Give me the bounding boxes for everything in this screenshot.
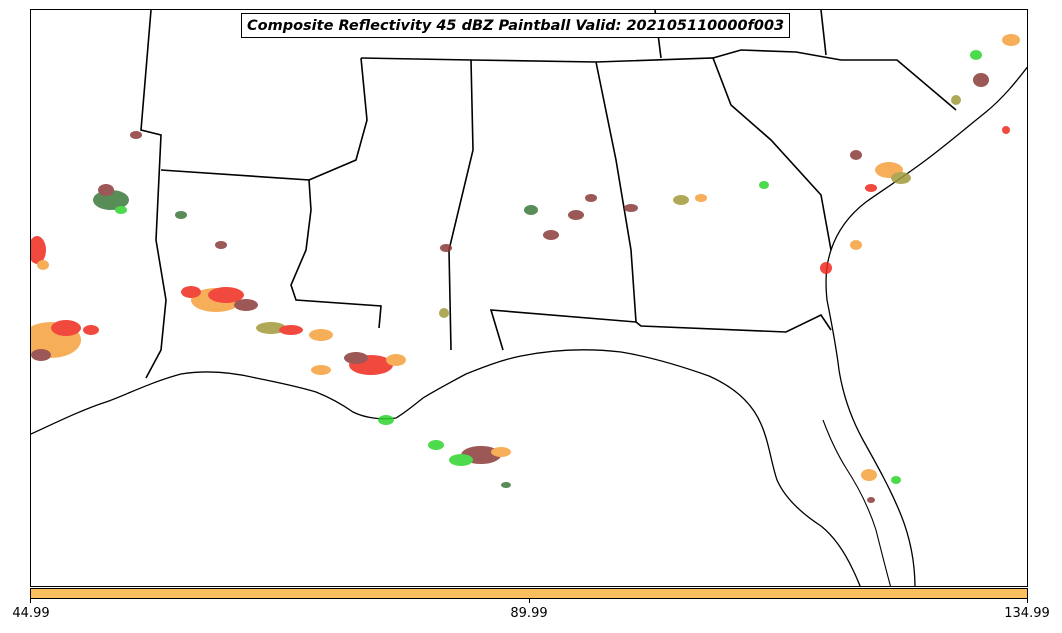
colorbar-tick-min: [30, 599, 31, 603]
storm-cell: [891, 476, 901, 484]
storm-cell: [98, 184, 114, 196]
storm-cell: [585, 194, 597, 202]
storm-cell: [624, 204, 638, 212]
storm-cell: [208, 287, 244, 303]
storm-cell: [378, 415, 394, 425]
atlantic-coastline: [825, 66, 1027, 586]
storm-cell: [524, 205, 538, 215]
storm-cell: [31, 236, 46, 264]
storm-cell: [759, 181, 769, 189]
storm-cell: [256, 322, 286, 334]
storm-cell: [867, 497, 875, 503]
storm-cell: [31, 349, 51, 361]
storm-cell: [891, 172, 911, 184]
reflectivity-map: [31, 10, 1027, 586]
colorbar-tick-max: [1027, 599, 1028, 603]
storm-cell: [820, 262, 832, 274]
storm-cell: [130, 131, 142, 139]
storm-cell: [309, 329, 333, 341]
storm-cell: [344, 352, 368, 364]
storm-cell: [115, 206, 127, 214]
storm-cell: [181, 286, 201, 298]
gulf-coastline: [31, 349, 861, 586]
colorbar-label-mid: 89.99: [510, 606, 548, 621]
storm-cell: [973, 73, 989, 87]
storm-cell: [51, 320, 81, 336]
storm-cell: [83, 325, 99, 335]
storm-cell: [428, 440, 444, 450]
colorbar-tick-mid: [529, 599, 530, 603]
storm-cell: [1002, 34, 1020, 46]
storm-cell: [215, 241, 227, 249]
storm-cell: [543, 230, 559, 240]
storm-cell: [37, 260, 49, 270]
colorbar-label-min: 44.99: [12, 606, 50, 621]
storm-cell: [695, 194, 707, 202]
storm-cell: [311, 365, 331, 375]
state-borders: [140, 10, 957, 379]
storm-cell: [386, 354, 406, 366]
storm-cell: [449, 454, 473, 466]
storm-cell: [951, 95, 961, 105]
storm-cell: [865, 184, 877, 192]
storm-cell: [439, 308, 449, 318]
map-panel: [30, 9, 1028, 587]
storm-cell: [673, 195, 689, 205]
storm-cell: [279, 325, 303, 335]
map-title: Composite Reflectivity 45 dBZ Paintball …: [241, 13, 791, 38]
storm-cell: [491, 447, 511, 457]
storm-cells: [31, 34, 1020, 503]
colorbar: [30, 588, 1028, 599]
storm-cell: [501, 482, 511, 488]
storm-cell: [175, 211, 187, 219]
storm-cell: [850, 240, 862, 250]
storm-cell: [850, 150, 862, 160]
florida-west-coast: [822, 419, 892, 586]
storm-cell: [234, 299, 258, 311]
colorbar-label-max: 134.99: [1004, 606, 1050, 621]
storm-cell: [1002, 126, 1010, 134]
storm-cell: [440, 244, 452, 252]
storm-cell: [861, 469, 877, 481]
storm-cell: [568, 210, 584, 220]
storm-cell: [970, 50, 982, 60]
